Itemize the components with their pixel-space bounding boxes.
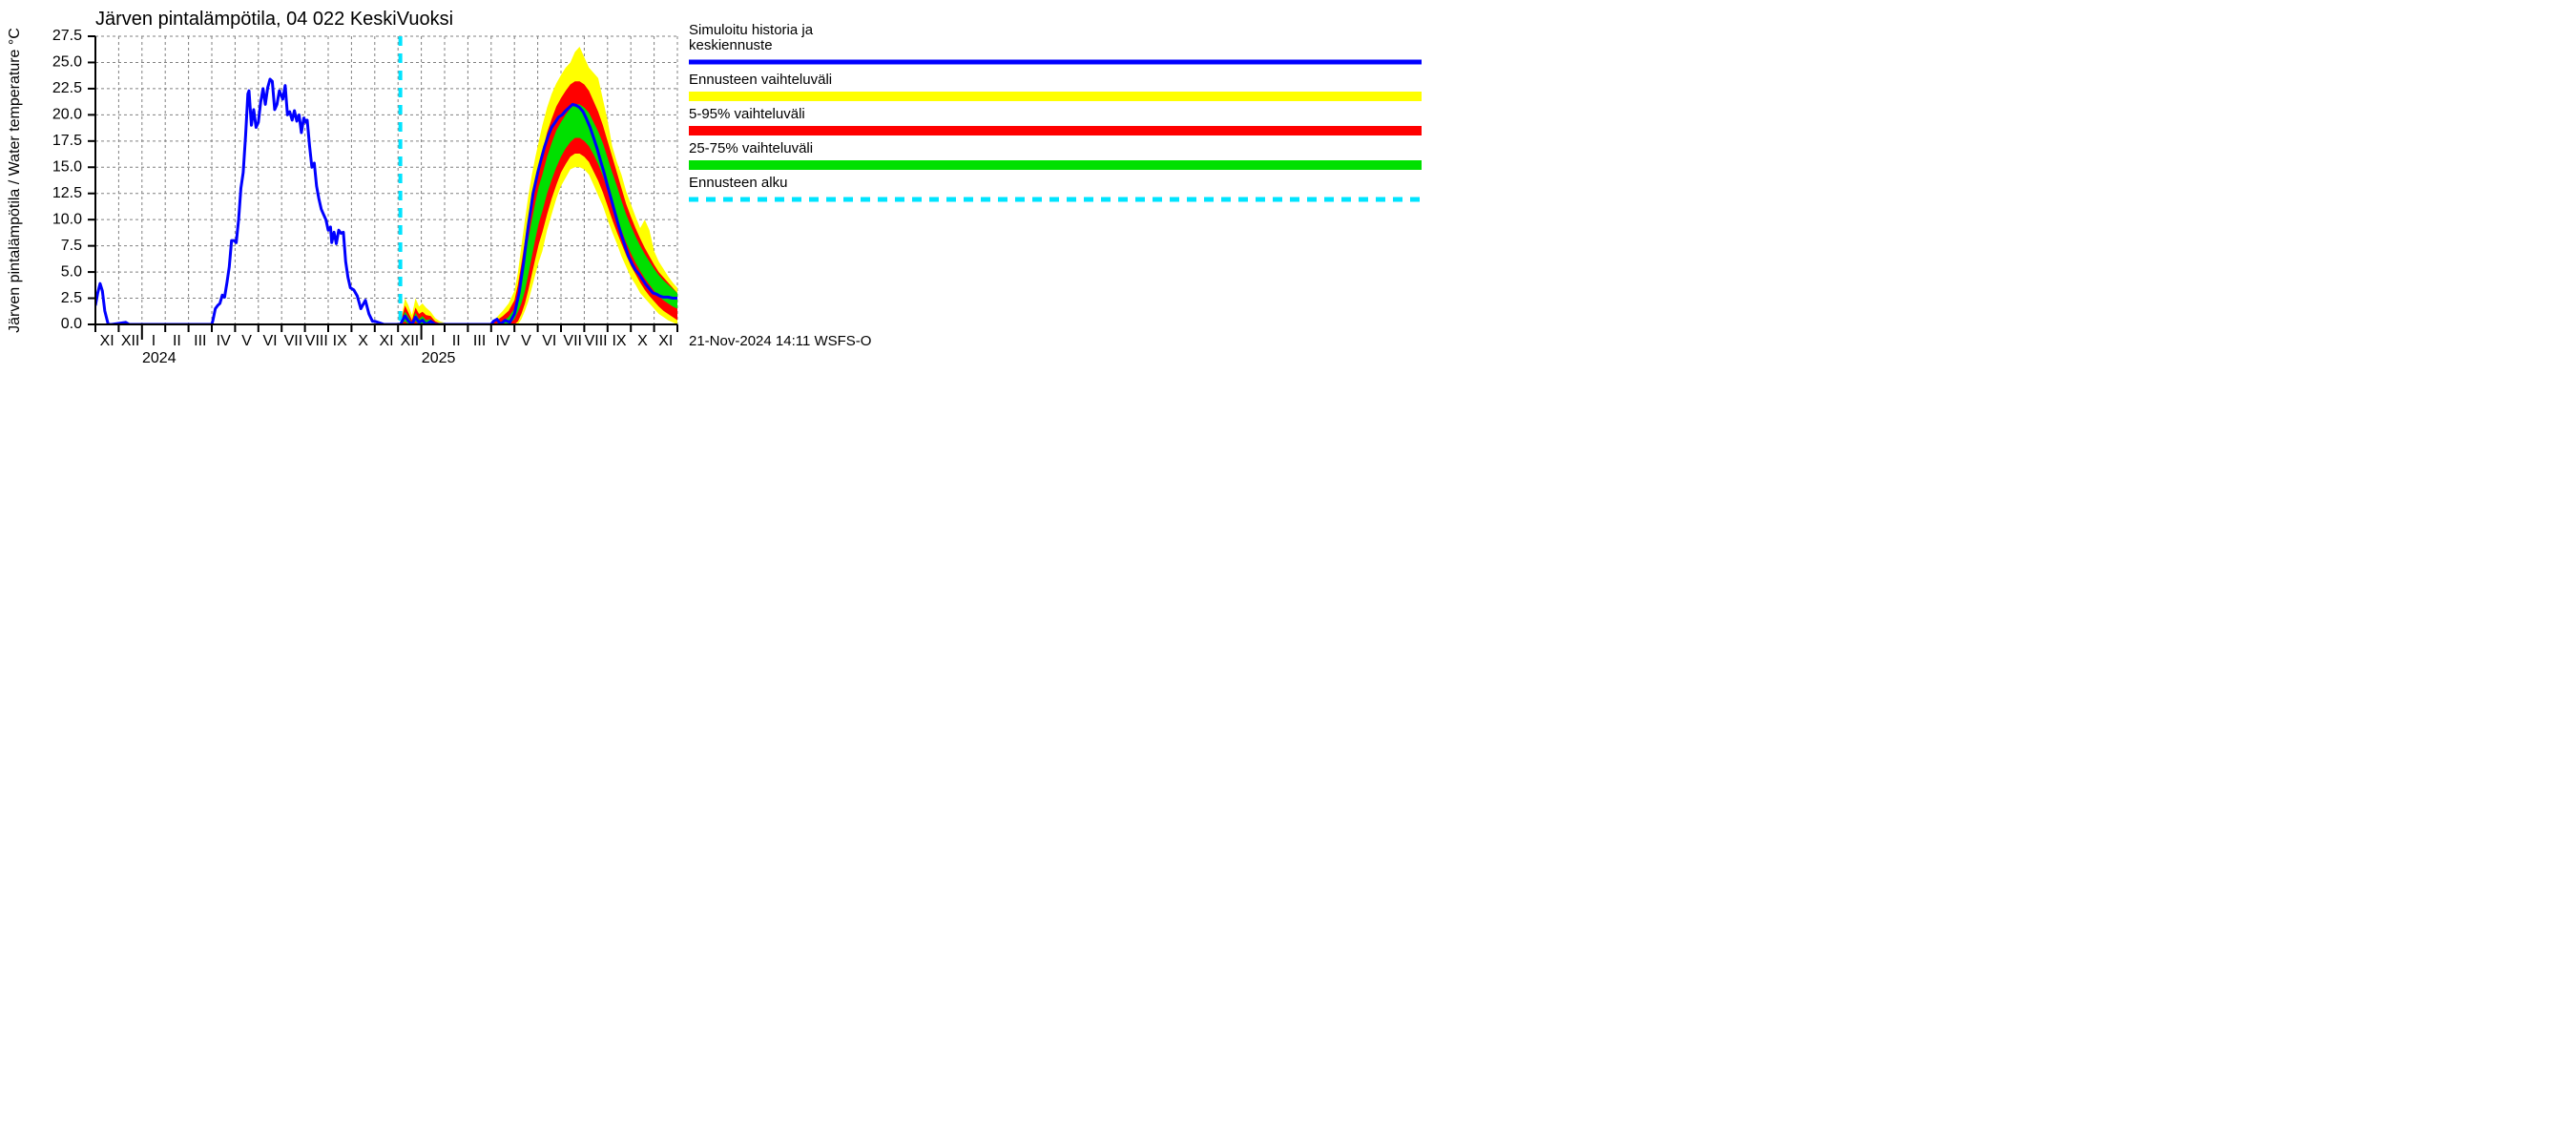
y-axis-label: Järven pintalämpötila / Water temperatur… (7, 28, 23, 333)
xtick-label: IV (495, 333, 509, 349)
legend-label-hist-2: keskiennuste (689, 37, 773, 53)
footer-timestamp: 21-Nov-2024 14:11 WSFS-O (689, 333, 871, 349)
legend-label-hist: Simuloitu historia ja (689, 22, 814, 38)
ytick-label: 25.0 (52, 54, 82, 71)
xtick-label: X (358, 333, 368, 349)
ytick-label: 15.0 (52, 158, 82, 175)
xtick-label: VIII (585, 333, 608, 349)
xtick-label: VI (262, 333, 277, 349)
xtick-label: IX (333, 333, 347, 349)
ytick-label: 17.5 (52, 133, 82, 149)
legend-label-start: Ennusteen alku (689, 175, 787, 191)
ytick-label: 7.5 (61, 238, 82, 254)
chart-title: Järven pintalämpötila, 04 022 KeskiVuoks… (95, 9, 453, 30)
legend-swatch-p90 (689, 126, 1422, 135)
xtick-label: XI (100, 333, 114, 349)
legend-label-full: Ennusteen vaihteluväli (689, 72, 832, 88)
chart-container: 0.0 2.5 5.0 7.5 10.0 12.5 15.0 17.5 20.0 22.5 25.0… (0, 0, 1431, 636)
legend-swatch-p50 (689, 160, 1422, 170)
xtick-label: VIII (305, 333, 328, 349)
xtick-label: X (637, 333, 648, 349)
ytick-label: 12.5 (52, 185, 82, 201)
xtick-label: XII (401, 333, 420, 349)
year-label-2025: 2025 (422, 350, 456, 366)
ytick-label: 22.5 (52, 80, 82, 96)
legend-label-p90: 5-95% vaihteluväli (689, 106, 805, 122)
ytick-label: 10.0 (52, 211, 82, 227)
xtick-label: V (241, 333, 252, 349)
legend-label-p50: 25-75% vaihteluväli (689, 140, 813, 156)
xtick-label: I (152, 333, 156, 349)
xtick-label: II (173, 333, 181, 349)
ytick-label: 20.0 (52, 107, 82, 123)
xtick-label: I (431, 333, 435, 349)
xtick-label: II (452, 333, 461, 349)
ytick-label: 5.0 (61, 263, 82, 280)
xtick-label: XII (121, 333, 140, 349)
legend-swatch-full (689, 92, 1422, 101)
ytick-label: 0.0 (61, 316, 82, 332)
xtick-label: VII (284, 333, 303, 349)
xtick-label: IX (612, 333, 626, 349)
xtick-label: V (521, 333, 531, 349)
year-label-2024: 2024 (142, 350, 177, 366)
xtick-label: XI (379, 333, 393, 349)
ytick-label: 27.5 (52, 28, 82, 44)
xtick-label: IV (217, 333, 231, 349)
ytick-label: 2.5 (61, 290, 82, 306)
xtick-label: III (473, 333, 486, 349)
xtick-label: VI (542, 333, 556, 349)
xtick-label: XI (658, 333, 673, 349)
xtick-label: III (194, 333, 206, 349)
xtick-label: VII (563, 333, 582, 349)
